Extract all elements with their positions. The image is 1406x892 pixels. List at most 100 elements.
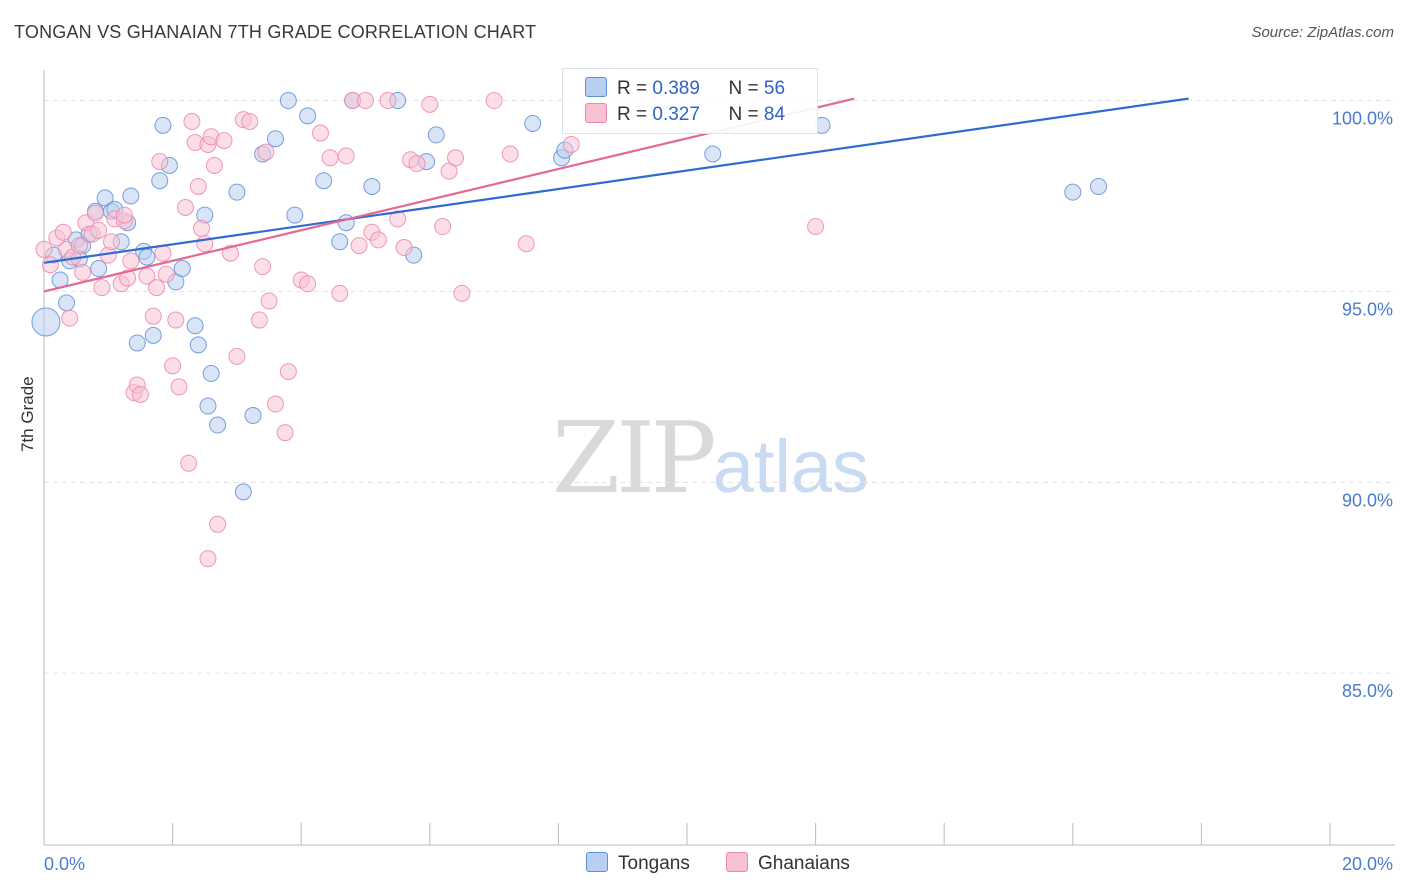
tongan-point <box>524 114 542 132</box>
ghanaian-point <box>131 386 149 404</box>
ghanaian-point <box>122 252 140 270</box>
tongans-n-label: N = <box>728 78 759 99</box>
tongan-point <box>704 145 722 163</box>
chart-source: Source: ZipAtlas.com <box>1251 24 1394 41</box>
ghanaian-point <box>299 275 317 293</box>
chart-title: TONGAN VS GHANAIAN 7TH GRADE CORRELATION… <box>14 22 537 42</box>
ghanaian-point <box>151 153 169 171</box>
ghanaian-point <box>807 218 825 236</box>
ghanaian-point <box>517 235 535 253</box>
ghanaian-point <box>157 265 175 283</box>
tongan-point <box>173 260 191 278</box>
ghanaian-point <box>35 240 53 258</box>
ghanaian-point <box>389 210 407 228</box>
ghanaian-point <box>61 309 79 327</box>
ghanaian-point <box>421 95 439 113</box>
ghanaian-point <box>395 239 413 257</box>
ghanaian-point <box>86 204 104 222</box>
tongan-point <box>186 317 204 335</box>
tongans-trend-line <box>43 97 1189 264</box>
ghanaian-point <box>193 219 211 237</box>
ghanaian-point <box>311 124 329 142</box>
tongan-point <box>279 92 297 110</box>
ghanaian-point <box>337 147 355 165</box>
ghanaian-point <box>369 231 387 249</box>
ghanaian-point <box>115 206 133 224</box>
ghanaian-point <box>54 223 72 241</box>
ghanaian-point <box>408 155 426 173</box>
ghanaian-point <box>119 269 137 287</box>
ghanaian-point <box>148 279 166 297</box>
ghanaian-point <box>167 311 185 329</box>
bottom-legend-ghanaians: Ghanaians <box>726 852 850 875</box>
legend-row-tongans: R = 0.389 N = 56 <box>585 77 785 101</box>
y-tick-label: 90.0% <box>1342 490 1393 510</box>
ghanaian-point <box>447 149 465 167</box>
tongan-point <box>144 326 162 344</box>
ghanaians-r-label: R = <box>617 104 648 125</box>
bottom-legend-tongans: Tongans <box>586 852 690 875</box>
ghanaian-point <box>241 113 259 131</box>
ghanaian-point <box>260 292 278 310</box>
ghanaian-point <box>205 156 223 174</box>
ghanaian-point <box>453 284 471 302</box>
tongan-point <box>331 233 349 251</box>
tongans-swatch <box>585 77 607 97</box>
ghanaians-n-value: 84 <box>763 104 786 125</box>
ghanaian-point <box>250 311 268 329</box>
tongan-point <box>1064 183 1082 201</box>
x-tick-label: 0.0% <box>44 854 85 874</box>
ghanaian-point <box>90 221 108 239</box>
tongan-point <box>234 483 252 501</box>
ghanaian-point <box>254 258 272 276</box>
tongan-point <box>228 183 246 201</box>
ghanaian-point <box>170 378 188 396</box>
tongan-point <box>209 416 227 434</box>
tongan-point <box>122 187 140 205</box>
ghanaian-point <box>266 395 284 413</box>
ghanaian-point <box>164 357 182 375</box>
ghanaian-point <box>276 424 294 442</box>
ghanaian-point <box>144 307 162 325</box>
ghanaian-point <box>183 113 201 131</box>
ghanaian-point <box>357 92 374 110</box>
ghanaian-point <box>221 244 239 262</box>
ghanaian-point <box>93 279 111 297</box>
y-tick-label: 85.0% <box>1342 681 1393 701</box>
tongan-point <box>90 260 108 278</box>
bottom-ghanaians-swatch <box>726 852 748 872</box>
tongan-point <box>315 172 333 190</box>
tongan-point <box>199 397 217 415</box>
ghanaians-swatch <box>585 103 607 123</box>
ghanaian-point <box>74 263 92 281</box>
ghanaian-point <box>350 237 368 255</box>
tongan-point <box>363 177 381 195</box>
ghanaian-point <box>103 233 121 251</box>
bottom-ghanaians-label: Ghanaians <box>758 853 850 874</box>
ghanaians-r-value: 0.327 <box>652 104 700 125</box>
bottom-tongans-swatch <box>586 852 608 872</box>
ghanaian-point <box>331 284 349 302</box>
y-tick-label: 95.0% <box>1342 299 1393 319</box>
ghanaian-point <box>189 177 207 195</box>
x-tick-label: 20.0% <box>1342 854 1393 874</box>
watermark: ZIPatlas <box>552 402 869 516</box>
watermark-zip: ZIP <box>552 402 717 516</box>
ghanaian-point <box>70 237 88 255</box>
tongan-point <box>1090 177 1108 195</box>
legend-row-ghanaians: R = 0.327 N = 84 <box>585 103 785 127</box>
y-tick-label: 100.0% <box>1332 109 1393 129</box>
ghanaian-point <box>279 363 297 381</box>
tongan-point <box>202 365 220 383</box>
ghanaian-point <box>209 515 227 533</box>
tongans-r-label: R = <box>617 78 648 99</box>
tongan-point <box>427 126 445 144</box>
stats-legend: R = 0.389 N = 56 R = 0.327 N = 84 <box>562 68 818 134</box>
tongan-point <box>151 172 169 190</box>
tongan-point <box>154 116 172 134</box>
ghanaian-point <box>321 149 339 167</box>
tongan-point <box>266 130 284 148</box>
ghanaian-point <box>215 132 233 150</box>
bottom-tongans-label: Tongans <box>618 853 690 874</box>
ghanaian-point <box>180 454 198 472</box>
